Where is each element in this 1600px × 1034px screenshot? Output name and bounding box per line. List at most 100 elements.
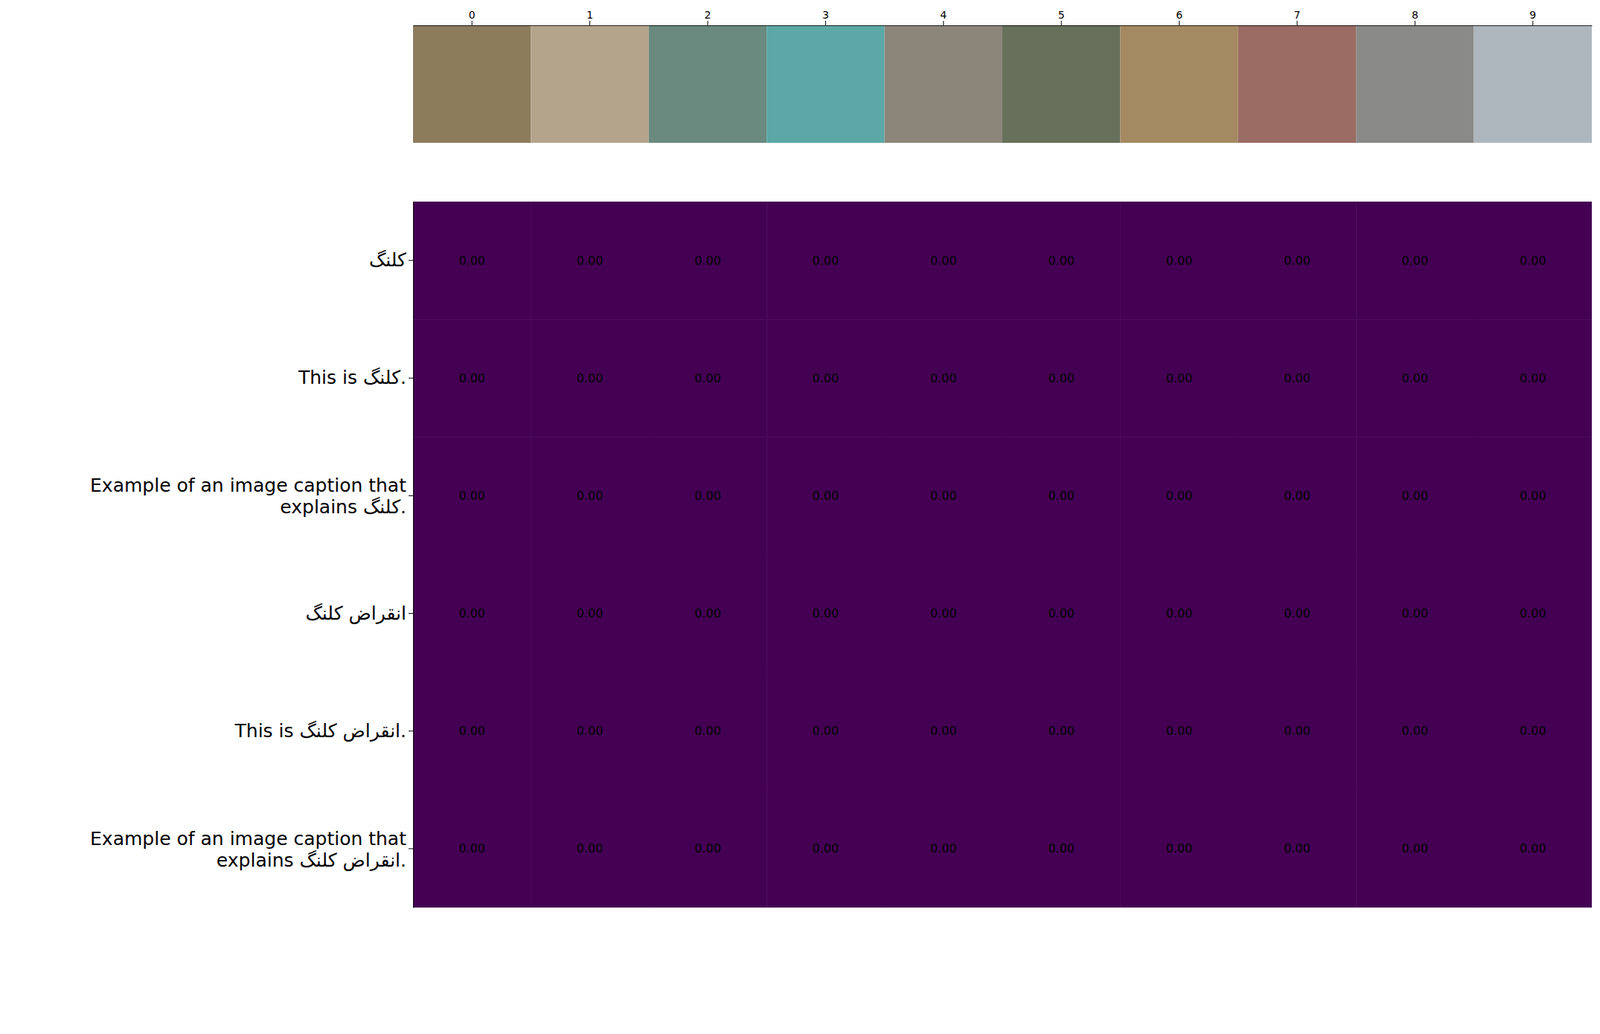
cell-label: 0.00 [694,253,722,268]
x-tick-label: 8 [1411,8,1419,21]
heatmap-cell [1474,201,1592,320]
cell-label: 0.00 [1047,253,1075,268]
cell-label: 0.00 [930,724,958,739]
cell-label: 0.00 [1519,253,1547,268]
cell-label: 0.00 [458,724,486,739]
y-tick-mark [408,495,414,497]
y-tick-label: کلنگ [369,249,407,271]
heatmap-cell [766,555,885,674]
x-tick-label: 2 [704,8,712,21]
cell-label: 0.00 [1166,253,1193,268]
cell-label: 0.00 [812,606,840,621]
heatmap-cell [648,672,768,792]
heatmap-cell [1238,436,1357,556]
y-tick-label: This is انقراض کلنگ. [234,720,407,742]
cell-label: 0.00 [576,724,604,739]
heatmap-cell [1238,319,1357,438]
heatmap-cell [1238,555,1357,674]
heatmap-cell [1474,790,1592,908]
x-axis: 0123456789 [413,8,1593,27]
x-tick-label: 7 [1294,8,1301,21]
x-tick-mark [1297,20,1298,26]
y-tick-label: انقراض کلنگ [305,602,407,625]
cell-label: 0.00 [1166,606,1193,621]
cell-label: 0.00 [1519,606,1547,621]
image-placeholder [1474,25,1592,143]
cell-label: 0.00 [1283,841,1311,856]
y-tick: This is کلنگ. [297,366,414,389]
cell-label: 0.00 [930,606,958,621]
heatmap-cell [413,555,532,674]
cell-label: 0.00 [458,253,486,268]
heatmap-cell [1120,555,1239,674]
y-tick-label: Example of an image caption thatexplains… [90,828,407,872]
heatmap-cell [1238,672,1357,792]
x-tick: 2 [704,8,712,26]
cell-label: 0.00 [458,841,486,856]
x-tick: 4 [939,8,947,26]
image-placeholder [530,25,649,143]
cell-label: 0.00 [694,606,722,621]
heatmap-cell [766,790,885,908]
cell-label: 0.00 [1519,371,1547,386]
heatmap-cell [1002,790,1121,908]
cell-label: 0.00 [1402,371,1429,386]
heatmap-cell [766,436,885,556]
cell-label: 0.00 [1283,253,1311,268]
x-tick-mark [825,20,827,26]
heatmap-cell [884,201,1004,320]
heatmap-cell [648,201,768,320]
cell-label: 0.00 [1047,371,1075,386]
image-placeholder [766,25,885,143]
heatmap-cell [413,319,532,438]
cell-label: 0.00 [1166,371,1193,386]
x-tick-label: 1 [586,8,594,21]
cell-label: 0.00 [812,371,840,386]
image-placeholder [413,25,531,143]
cell-label: 0.00 [930,371,958,386]
cell-label: 0.00 [1047,841,1075,856]
y-tick-label: Example of an image caption thatexplains… [90,474,407,518]
y-tick-mark [408,260,414,262]
image-placeholder [1002,25,1120,143]
heatmap-cell [884,436,1004,556]
y-tick-label-line: Example of an image caption that [90,828,407,850]
y-tick-label-line: Example of an image caption that [90,474,407,497]
x-tick: 9 [1529,8,1536,26]
cell-label: 0.00 [812,841,840,856]
cell-label: 0.00 [930,488,958,504]
heatmap-cell [1002,201,1121,320]
y-tick: انقراض کلنگ [305,602,414,625]
x-tick-mark [942,20,944,26]
image-placeholder [1238,25,1356,143]
x-tick: 8 [1411,8,1419,26]
heatmap-cell [648,790,768,908]
cell-label: 0.00 [694,371,722,386]
heatmap-cell [766,672,885,792]
heatmap-cell [530,672,649,792]
cell-label: 0.00 [1402,488,1429,504]
heatmap-cell [1002,672,1121,792]
y-tick-mark [408,848,414,850]
cell-label: 0.00 [812,253,840,268]
cell-label: 0.00 [1519,724,1547,739]
heatmap-cell [1120,201,1239,320]
chart: 01234567890.000.000.000.000.000.000.000.… [0,0,1600,1034]
heatmap-cell [1474,555,1592,674]
cell-label: 0.00 [458,371,486,386]
x-tick: 0 [468,8,476,26]
image-placeholder [1120,25,1238,143]
heatmap-cell [884,790,1004,908]
cell-label: 0.00 [812,724,840,739]
heatmap-cell [1002,436,1121,556]
heatmap-cell [766,201,885,320]
heatmap-cell [1238,790,1357,908]
heatmap-cell [884,319,1004,438]
cell-label: 0.00 [1283,488,1311,504]
x-tick-mark [1178,20,1180,26]
y-tick: Example of an image caption thatexplains… [90,828,414,872]
heatmap-cell [1355,672,1475,792]
cell-label: 0.00 [576,253,604,268]
y-tick: Example of an image caption thatexplains… [90,474,414,518]
heatmap-cell [648,555,768,674]
